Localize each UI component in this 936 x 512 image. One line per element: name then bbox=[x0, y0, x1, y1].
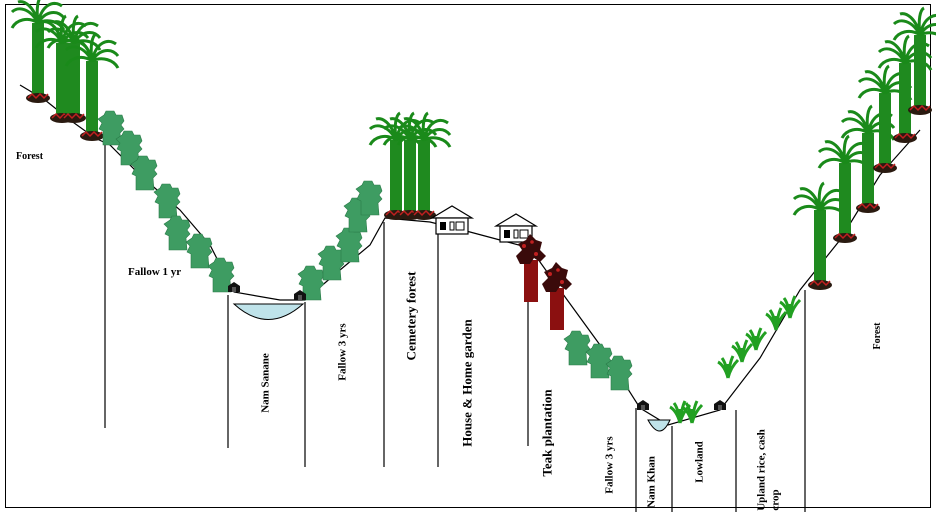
huts bbox=[228, 282, 726, 410]
label-teak-plantation: Teak plantation bbox=[539, 389, 555, 477]
upland-rice-plants bbox=[716, 294, 802, 380]
label-fallow-1yr: Fallow 1 yr bbox=[128, 266, 182, 278]
label-upland-rice-2: crop bbox=[769, 489, 782, 511]
fallow-1yr-shrubs bbox=[97, 110, 235, 293]
fallow-3yrs-shrubs-a bbox=[297, 180, 383, 301]
label-house-home-garden: House & Home garden bbox=[459, 319, 475, 447]
nam-sanane-water bbox=[232, 303, 305, 320]
cemetery-forest-trees bbox=[368, 111, 452, 222]
label-fallow-3yrs-b: Fallow 3 yrs bbox=[603, 436, 616, 494]
forest-right-trees bbox=[792, 6, 936, 292]
label-upland-rice: Upland rice, cash bbox=[755, 429, 768, 511]
fallow-3yrs-shrubs-b bbox=[563, 330, 633, 391]
diagram-frame bbox=[5, 4, 931, 508]
label-cemetery-forest: Cemetery forest bbox=[403, 271, 419, 361]
teak-plantation-trees bbox=[516, 234, 572, 330]
houses bbox=[431, 205, 537, 243]
label-lowland: Lowland bbox=[693, 441, 706, 483]
label-forest-right: Forest bbox=[872, 322, 883, 350]
nam-khan-water bbox=[647, 419, 671, 432]
label-nam-sanane: Nam Sanane bbox=[259, 353, 272, 413]
label-fallow-3yrs-a: Fallow 3 yrs bbox=[336, 323, 349, 381]
label-forest-left: Forest bbox=[16, 151, 44, 162]
zone-boundaries bbox=[104, 140, 806, 512]
label-nam-khan: Nam Khan bbox=[645, 456, 658, 508]
